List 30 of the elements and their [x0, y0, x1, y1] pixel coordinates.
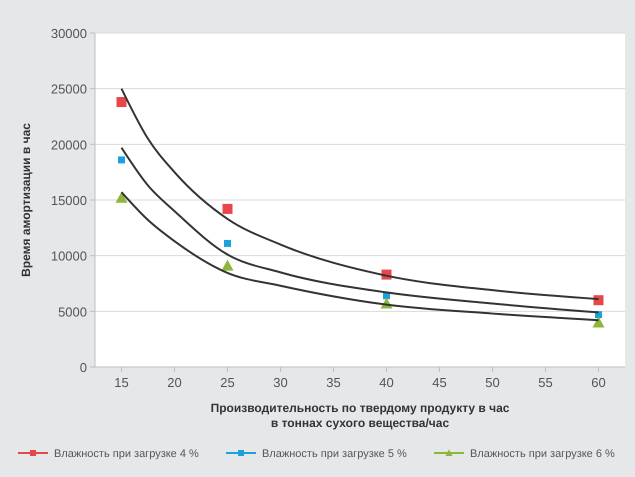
x-tick-label: 35	[326, 375, 341, 390]
x-tick-label: 25	[220, 375, 235, 390]
point	[594, 295, 604, 306]
x-tick-label: 60	[591, 375, 606, 390]
y-tick-label: 0	[80, 360, 87, 375]
point	[118, 156, 125, 164]
x-tick-label: 50	[485, 375, 500, 390]
point	[116, 97, 126, 108]
x-axis-title: Производительность по твердому продукту в час в тоннах сухого вещества/час	[210, 401, 510, 430]
x-tick-label: 45	[432, 375, 447, 390]
y-axis-title: Время амортизации в час	[19, 122, 33, 277]
point	[116, 192, 128, 203]
legend-label: Влажность при загрузке 6 %	[470, 448, 616, 460]
point	[592, 316, 604, 328]
y-tick-label: 10000	[50, 248, 87, 264]
point	[224, 240, 231, 247]
y-tick-label: 5000	[58, 304, 87, 320]
y-tick-label: 15000	[50, 193, 87, 208]
x-tick-label: 30	[273, 375, 288, 390]
point	[222, 204, 232, 214]
legend-label: Влажность при загрузке 5 %	[262, 448, 408, 460]
y-tick-label: 20000	[50, 137, 87, 152]
point	[222, 260, 234, 271]
x-tick-label: 15	[114, 375, 129, 390]
x-tick-label: 20	[167, 375, 182, 390]
y-tick-label: 30000	[50, 26, 87, 41]
x-tick-label: 55	[538, 375, 553, 390]
x-tick-label: 40	[379, 375, 394, 390]
y-tick-label: 25000	[50, 82, 87, 97]
legend-label: Влажность при загрузке 4 %	[54, 448, 200, 460]
